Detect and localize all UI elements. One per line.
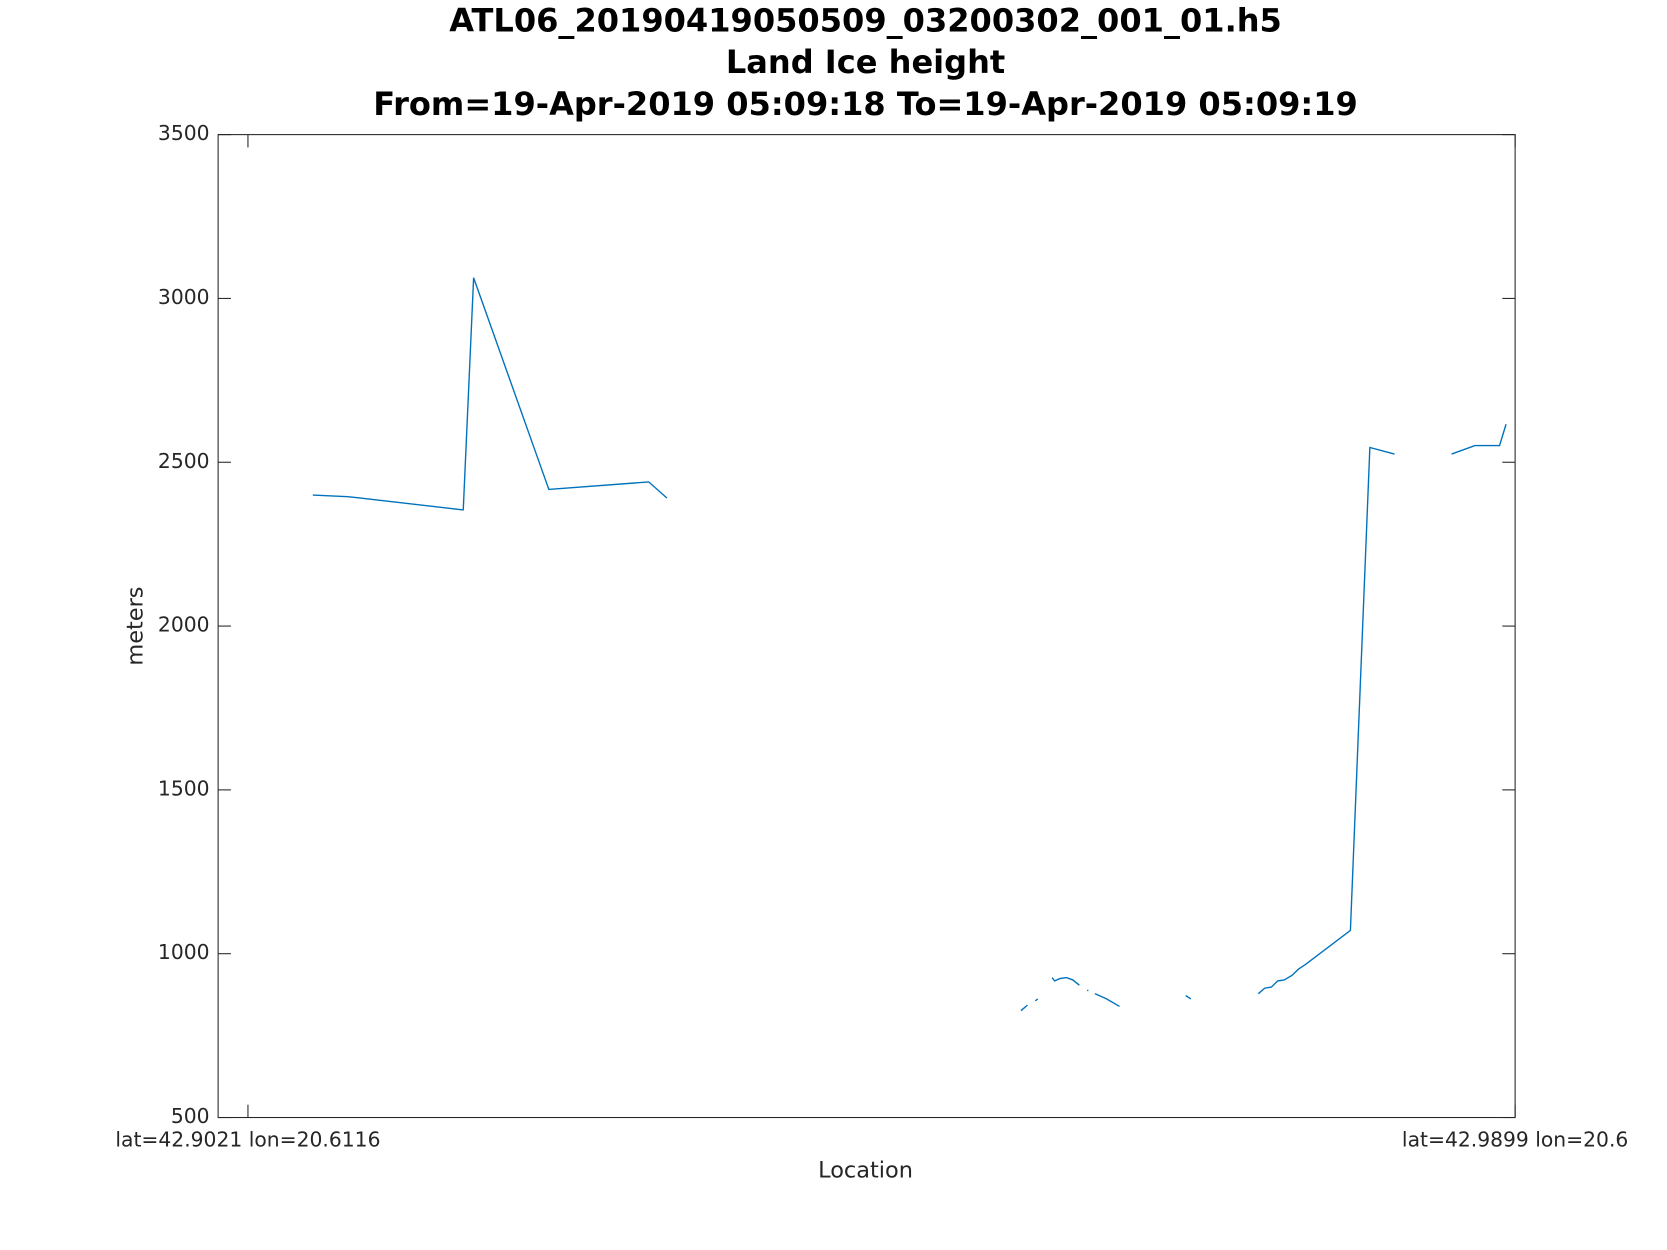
x-axis-label: Location [818, 1157, 913, 1183]
data-line [312, 277, 1507, 1012]
chart-title: ATL06_20190419050509_03200302_001_01.h5 [449, 1, 1282, 39]
y-tick-label: 2500 [158, 449, 210, 473]
y-tick-label: 2000 [158, 613, 210, 637]
chart-title: Land Ice height [726, 43, 1005, 81]
y-tick-label: 1500 [158, 776, 210, 800]
y-tick-label: 3000 [158, 285, 210, 309]
y-tick-label: 500 [171, 1104, 210, 1128]
y-tick-label: 1000 [158, 940, 210, 964]
x-tick-label: lat=42.9021 lon=20.6116 [115, 1128, 380, 1152]
x-tick-label: lat=42.9899 lon=20.6 [1402, 1128, 1628, 1152]
y-axis-label: meters [122, 587, 148, 666]
chart-title: From=19-Apr-2019 05:09:18 To=19-Apr-2019… [373, 85, 1358, 123]
y-tick-label: 3500 [158, 121, 210, 145]
